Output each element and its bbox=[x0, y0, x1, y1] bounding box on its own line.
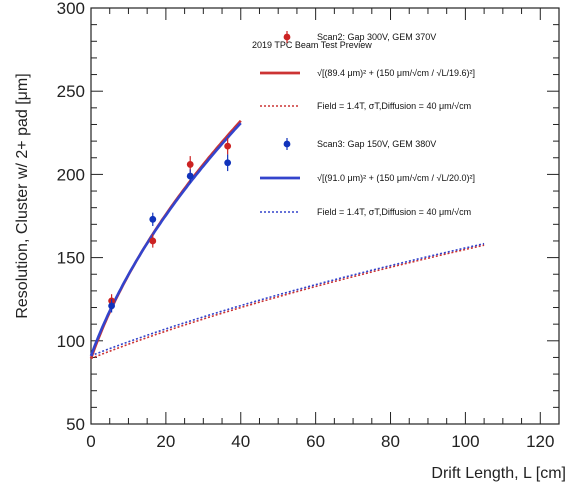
legend-label: Scan2: Gap 300V, GEM 370V bbox=[317, 32, 436, 42]
y-tick-label: 150 bbox=[57, 249, 85, 268]
x-tick-label: 80 bbox=[381, 432, 400, 451]
plot-frame bbox=[90, 7, 560, 425]
axes bbox=[90, 7, 560, 425]
fit-curves bbox=[89, 119, 485, 360]
y-axis-label: Resolution, Cluster w/ 2+ pad [μm] bbox=[14, 73, 31, 318]
data-point bbox=[186, 161, 194, 168]
fit-curve-2 bbox=[90, 244, 485, 360]
data-point bbox=[108, 302, 115, 310]
x-tick-label: 20 bbox=[156, 432, 175, 451]
y-tick-label: 200 bbox=[57, 165, 85, 184]
legend-title: 2019 TPC Beam Test Preview bbox=[252, 40, 372, 50]
x-tick-label: 0 bbox=[86, 432, 95, 451]
y-tick-label: 250 bbox=[57, 82, 85, 101]
legend-label: √[(89.4 μm)² + (150 μm/√cm / √L/19.6)²] bbox=[317, 68, 475, 78]
legend-marker bbox=[283, 33, 291, 41]
fit-curve-4 bbox=[90, 242, 485, 357]
tick-labels: 0 20 40 60 80 100 120 50 100 150 200 250 300 bbox=[57, 0, 555, 451]
legend-marker bbox=[283, 140, 291, 148]
fit-curve-1 bbox=[89, 119, 242, 359]
y-tick-label: 50 bbox=[66, 415, 85, 434]
x-tick-label: 120 bbox=[526, 432, 554, 451]
legend: 2019 TPC Beam Test Preview Scan2: Gap 30… bbox=[252, 31, 475, 217]
x-tick-label: 100 bbox=[451, 432, 479, 451]
data-point bbox=[186, 172, 194, 180]
x-axis-label: Drift Length, L [cm] bbox=[431, 465, 566, 482]
data-point bbox=[149, 237, 157, 245]
data-point bbox=[224, 159, 232, 167]
y-tick-label: 300 bbox=[57, 0, 85, 18]
legend-label: √[(91.0 μm)² + (150 μm/√cm / √L/20.0)²] bbox=[317, 173, 475, 183]
data-points bbox=[108, 137, 232, 313]
x-tick-label: 60 bbox=[306, 432, 325, 451]
legend-label: Field = 1.4T, σT,Diffusion = 40 μm/√cm bbox=[317, 207, 471, 217]
data-point bbox=[149, 215, 157, 223]
fit-curve-3 bbox=[89, 122, 242, 357]
data-point bbox=[224, 142, 232, 150]
y-tick-label: 100 bbox=[57, 332, 85, 351]
legend-label: Scan3: Gap 150V, GEM 380V bbox=[317, 139, 436, 149]
legend-label: Field = 1.4T, σT,Diffusion = 40 μm/√cm bbox=[317, 101, 471, 111]
x-tick-label: 40 bbox=[231, 432, 250, 451]
